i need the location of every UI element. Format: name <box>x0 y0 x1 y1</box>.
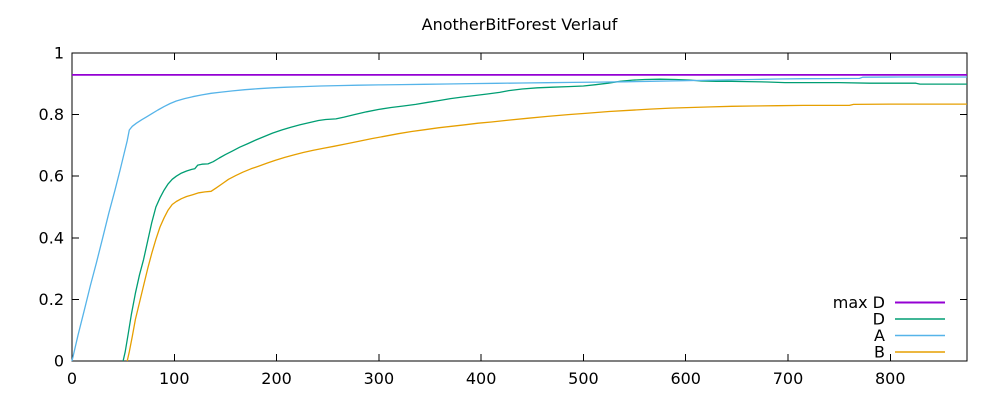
series-line-d <box>122 78 967 362</box>
plot-border <box>71 52 968 362</box>
legend-label-b: B <box>874 343 885 362</box>
x-tick-label: 300 <box>364 369 395 388</box>
x-tick-label: 600 <box>670 369 701 388</box>
y-tick-label: 1 <box>54 44 64 63</box>
y-tick-label: 0.6 <box>39 167 64 186</box>
chart-title: AnotherBitForest Verlauf <box>422 15 618 34</box>
x-tick-label: 400 <box>466 369 497 388</box>
legend-label-a: A <box>874 326 885 345</box>
y-tick-label: 0 <box>54 352 64 371</box>
y-tick-label: 0.4 <box>39 228 64 247</box>
x-tick-label: 700 <box>773 369 804 388</box>
legend-label-d: D <box>873 310 885 329</box>
x-tick-label: 0 <box>67 369 77 388</box>
x-tick-label: 200 <box>261 369 292 388</box>
x-tick-label: 800 <box>875 369 906 388</box>
series-line-b <box>126 103 967 362</box>
x-tick-label: 100 <box>159 369 190 388</box>
series-line-a <box>71 76 967 362</box>
legend-label-max-d: max D <box>833 293 885 312</box>
y-tick-label: 0.8 <box>39 105 64 124</box>
x-tick-label: 500 <box>568 369 599 388</box>
y-tick-label: 0.2 <box>39 290 64 309</box>
